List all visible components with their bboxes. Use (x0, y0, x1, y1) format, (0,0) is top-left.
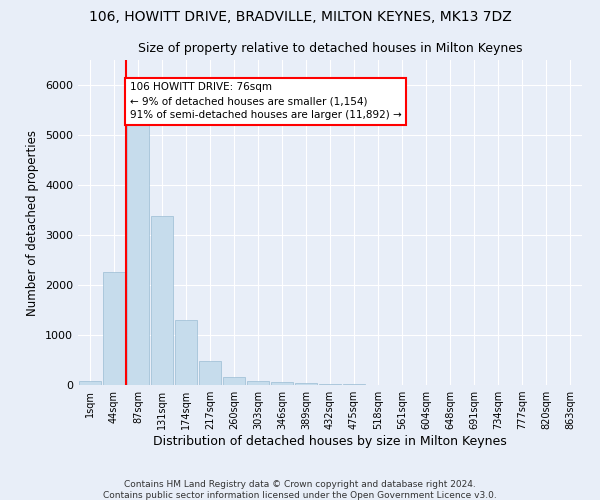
Text: 106, HOWITT DRIVE, BRADVILLE, MILTON KEYNES, MK13 7DZ: 106, HOWITT DRIVE, BRADVILLE, MILTON KEY… (89, 10, 511, 24)
Title: Size of property relative to detached houses in Milton Keynes: Size of property relative to detached ho… (138, 42, 522, 54)
Bar (151, 216, 173, 385)
Bar (223, 377, 245, 385)
Bar (175, 320, 197, 385)
Bar (319, 384, 341, 385)
Bar (79, 381, 101, 385)
Bar (271, 382, 293, 385)
Bar (127, 114, 149, 385)
Text: Contains HM Land Registry data © Crown copyright and database right 2024.
Contai: Contains HM Land Registry data © Crown c… (103, 480, 497, 500)
X-axis label: Distribution of detached houses by size in Milton Keynes: Distribution of detached houses by size … (153, 435, 507, 448)
Y-axis label: Number of detached properties: Number of detached properties (26, 130, 40, 316)
Bar (367, 384, 389, 385)
Text: 106 HOWITT DRIVE: 76sqm
← 9% of detached houses are smaller (1,154)
91% of semi-: 106 HOWITT DRIVE: 76sqm ← 9% of detached… (130, 82, 401, 120)
Bar (295, 383, 317, 385)
Bar (199, 361, 221, 385)
Bar (103, 272, 125, 385)
Bar (247, 380, 269, 385)
Bar (343, 384, 365, 385)
